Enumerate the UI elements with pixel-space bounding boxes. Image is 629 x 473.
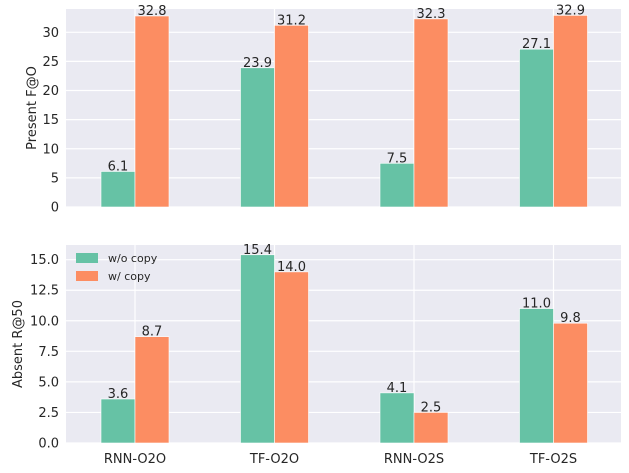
bar-value-label: 11.0 [522, 297, 551, 312]
y-tick-label: 12.5 [30, 284, 59, 299]
bar-rnn-o2o-with-copy [134, 15, 170, 208]
x-tick-label: TF-O2O [249, 452, 299, 467]
bar-value-label: 32.3 [417, 7, 446, 22]
subplot-1: 0 5 10 15 20 25 30 Present F@O 6.1 32.8 23.9 31.2 7.… [25, 3, 621, 216]
bar-value-label: 14.0 [277, 260, 306, 275]
bar-value-label: 9.8 [560, 311, 581, 326]
bar-value-label: 8.7 [142, 325, 163, 340]
legend: w/o copy w/ copy [76, 252, 158, 283]
bar-value-label: 6.1 [108, 159, 129, 174]
bar-rnn-o2s-with-copy [413, 412, 449, 444]
bar-value-label: 2.5 [421, 400, 442, 415]
bar-tf-o2s-without-copy [519, 308, 554, 444]
y-tick-label: 5.0 [38, 375, 59, 390]
bar-rnn-o2s-with-copy [413, 18, 449, 208]
bar-rnn-o2s-without-copy [379, 392, 415, 444]
bar-tf-o2o-with-copy [274, 25, 309, 208]
y-tick-label: 15.0 [30, 253, 59, 268]
bar-tf-o2o-without-copy [240, 254, 275, 444]
bar-tf-o2o-with-copy [274, 271, 309, 444]
y-tick-label: 10.0 [30, 314, 59, 329]
y-tick-label: 0 [51, 201, 59, 216]
bar-value-label: 3.6 [108, 387, 129, 402]
legend-label: w/ copy [108, 270, 151, 283]
y-tick-label: 10 [42, 142, 59, 157]
bar-tf-o2s-with-copy [553, 15, 588, 208]
x-tick-label: RNN-O2O [104, 452, 166, 467]
y-axis-label: Present F@O [25, 66, 40, 150]
y-axis-label: Absent R@50 [11, 300, 26, 388]
y-tick-label: 25 [42, 55, 59, 70]
bar-rnn-o2s-without-copy [379, 163, 415, 208]
bar-value-label: 32.9 [556, 3, 585, 18]
bar-tf-o2s-without-copy [519, 48, 554, 208]
bar-value-label: 31.2 [277, 13, 306, 28]
y-tick-label: 30 [42, 26, 59, 41]
subplot-2: 0.0 2.5 5.0 7.5 10.0 12.5 15.0 Absent R@50 3.6 8.… [11, 243, 621, 467]
bar-value-label: 23.9 [243, 56, 272, 71]
bar-rnn-o2o-without-copy [100, 398, 136, 444]
bar-rnn-o2o-with-copy [134, 336, 170, 444]
bar-value-label: 15.4 [243, 243, 272, 258]
y-tick-label: 5 [51, 171, 59, 186]
bar-tf-o2s-with-copy [553, 322, 588, 444]
y-tick-label: 15 [42, 113, 59, 128]
x-tick-label: RNN-O2S [384, 452, 444, 467]
legend-swatch [76, 253, 98, 263]
legend-swatch [76, 271, 98, 281]
y-tick-label: 2.5 [38, 406, 59, 421]
y-tick-label: 20 [42, 84, 59, 99]
legend-label: w/o copy [108, 252, 158, 265]
y-tick-label: 0.0 [38, 437, 59, 452]
bar-value-label: 32.8 [138, 4, 167, 19]
bar-value-label: 7.5 [387, 151, 408, 166]
bar-value-label: 27.1 [522, 37, 551, 52]
y-tick-label: 7.5 [38, 345, 59, 360]
bar-value-label: 4.1 [387, 381, 408, 396]
x-tick-label: TF-O2S [529, 452, 577, 467]
bar-rnn-o2o-without-copy [100, 171, 136, 208]
bar-tf-o2o-without-copy [240, 67, 275, 208]
